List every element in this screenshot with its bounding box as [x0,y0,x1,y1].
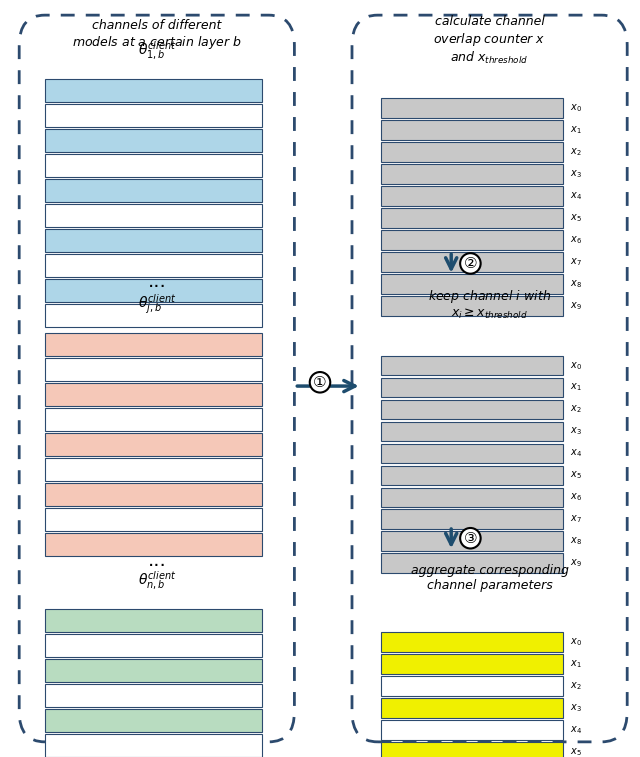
FancyBboxPatch shape [381,378,563,397]
Text: aggregate corresponding
channel parameters: aggregate corresponding channel paramete… [411,564,568,592]
Text: $x_{4}$: $x_{4}$ [570,190,582,202]
Text: $x_{3}$: $x_{3}$ [570,168,581,180]
Text: $x_{0}$: $x_{0}$ [570,360,582,372]
FancyBboxPatch shape [45,458,262,481]
FancyBboxPatch shape [381,422,563,441]
Text: calculate channel
overlap counter $x$
and $x_{threshold}$: calculate channel overlap counter $x$ an… [433,15,546,66]
Text: $x_{0}$: $x_{0}$ [570,102,582,114]
FancyBboxPatch shape [381,230,563,250]
Text: $x_{2}$: $x_{2}$ [570,680,581,692]
FancyBboxPatch shape [45,433,262,456]
FancyBboxPatch shape [45,204,262,227]
Text: $x_{7}$: $x_{7}$ [570,513,581,525]
FancyBboxPatch shape [381,98,563,118]
Text: channels of different
models at a certain layer $b$: channels of different models at a certai… [72,19,242,51]
Text: $x_{5}$: $x_{5}$ [570,469,581,481]
FancyBboxPatch shape [381,356,563,375]
Text: $x_{3}$: $x_{3}$ [570,425,581,438]
Text: $x_{6}$: $x_{6}$ [570,491,582,503]
FancyBboxPatch shape [45,383,262,406]
FancyBboxPatch shape [381,531,563,551]
FancyBboxPatch shape [381,164,563,184]
FancyBboxPatch shape [381,509,563,529]
FancyBboxPatch shape [381,444,563,463]
FancyBboxPatch shape [381,698,563,718]
Text: $x_{1}$: $x_{1}$ [570,658,581,670]
Text: $x_{4}$: $x_{4}$ [570,447,582,459]
FancyBboxPatch shape [381,274,563,294]
FancyBboxPatch shape [381,296,563,316]
FancyBboxPatch shape [45,709,262,732]
Text: $x_{8}$: $x_{8}$ [570,278,582,290]
FancyBboxPatch shape [45,734,262,757]
Text: $x_{9}$: $x_{9}$ [570,557,581,569]
FancyBboxPatch shape [45,254,262,277]
FancyBboxPatch shape [45,358,262,381]
FancyBboxPatch shape [45,179,262,202]
Text: ②: ② [463,256,477,271]
Text: ...: ... [147,272,166,291]
FancyBboxPatch shape [381,120,563,140]
FancyBboxPatch shape [45,279,262,302]
Text: $x_{5}$: $x_{5}$ [570,746,581,757]
FancyBboxPatch shape [45,483,262,506]
FancyBboxPatch shape [381,466,563,485]
Text: $\theta_{n,b}^{client}$: $\theta_{n,b}^{client}$ [138,569,176,592]
FancyBboxPatch shape [45,408,262,431]
Text: $x_{9}$: $x_{9}$ [570,300,581,312]
FancyBboxPatch shape [381,142,563,162]
Text: $x_{6}$: $x_{6}$ [570,234,582,246]
Text: $x_{8}$: $x_{8}$ [570,535,582,547]
FancyBboxPatch shape [45,304,262,327]
FancyBboxPatch shape [381,720,563,740]
FancyBboxPatch shape [381,186,563,206]
Text: $x_{5}$: $x_{5}$ [570,212,581,224]
FancyBboxPatch shape [45,609,262,632]
Text: $x_{0}$: $x_{0}$ [570,636,582,648]
FancyBboxPatch shape [45,229,262,252]
FancyBboxPatch shape [45,79,262,102]
Text: $x_{4}$: $x_{4}$ [570,724,582,736]
Text: keep channel $i$ with
$x_i \geq x_{threshold}$: keep channel $i$ with $x_i \geq x_{thres… [428,288,551,321]
Text: ③: ③ [463,531,477,546]
FancyBboxPatch shape [381,553,563,573]
FancyBboxPatch shape [381,488,563,507]
Text: $x_{3}$: $x_{3}$ [570,702,581,714]
Text: $x_{1}$: $x_{1}$ [570,382,581,394]
Text: $x_{2}$: $x_{2}$ [570,403,581,416]
FancyBboxPatch shape [45,634,262,657]
FancyBboxPatch shape [45,333,262,356]
Text: $x_{2}$: $x_{2}$ [570,146,581,158]
Text: ...: ... [147,550,166,570]
FancyBboxPatch shape [45,129,262,152]
FancyBboxPatch shape [381,400,563,419]
FancyBboxPatch shape [381,742,563,757]
FancyBboxPatch shape [381,676,563,696]
Text: ①: ① [313,375,327,390]
FancyBboxPatch shape [381,208,563,228]
FancyBboxPatch shape [45,104,262,127]
Text: $x_{7}$: $x_{7}$ [570,256,581,268]
FancyBboxPatch shape [381,654,563,674]
FancyBboxPatch shape [381,252,563,272]
FancyBboxPatch shape [45,659,262,682]
Text: $\theta_{j,b}^{client}$: $\theta_{j,b}^{client}$ [138,293,176,316]
FancyBboxPatch shape [381,632,563,652]
Text: $x_{1}$: $x_{1}$ [570,124,581,136]
FancyBboxPatch shape [45,533,262,556]
Text: $\theta_{1,b}^{client}$: $\theta_{1,b}^{client}$ [138,39,176,62]
FancyBboxPatch shape [45,684,262,707]
FancyBboxPatch shape [45,154,262,177]
FancyBboxPatch shape [45,508,262,531]
